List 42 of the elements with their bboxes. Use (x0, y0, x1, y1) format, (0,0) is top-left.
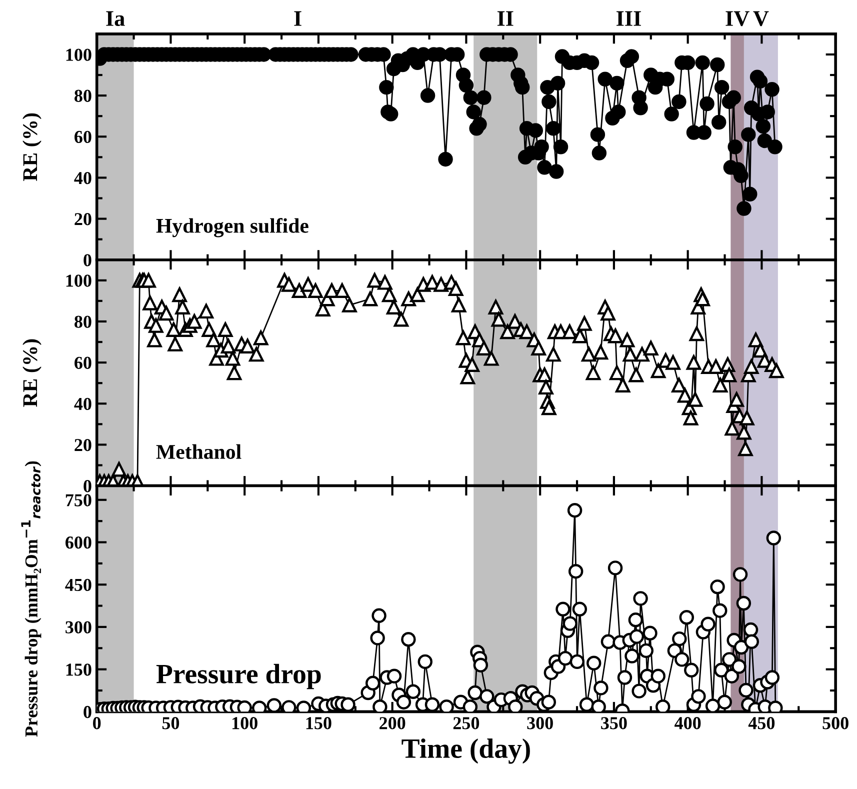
y-axis-title: RE (%) (22, 339, 42, 407)
text: I (294, 11, 302, 26)
y-tick-label: 100 (66, 48, 92, 61)
y-tick-label: 0 (84, 254, 92, 266)
x-axis-title: Time (day) (402, 738, 530, 764)
band-label: II (497, 11, 514, 26)
y-tick-label: 40 (74, 172, 92, 184)
y-tick-label: 300 (66, 621, 92, 634)
y-tick-label: 80 (74, 90, 92, 102)
y-tick-label: 600 (66, 536, 92, 549)
x-tick-label: 0 (93, 717, 101, 730)
y-tick-label: 40 (74, 398, 92, 410)
x-tick-label: 200 (380, 717, 406, 730)
band-label: IV (726, 11, 750, 26)
x-tick-label: 500 (822, 717, 848, 730)
x-tick-label: 400 (674, 717, 701, 730)
x-tick-label: 250 (453, 717, 480, 730)
y-tick-label: 150 (66, 664, 92, 676)
annotation: Pressure drop (156, 664, 321, 690)
band-label: Ia (106, 11, 125, 26)
x-tick-label: 450 (748, 717, 775, 730)
y-tick-label: 450 (65, 578, 92, 592)
x-tick-label: 100 (232, 717, 258, 730)
annotation: Hydrogen sulfide (156, 218, 308, 238)
x-tick-label: 150 (306, 717, 332, 730)
y-tick-label: 80 (74, 316, 92, 328)
y-tick-label: 100 (66, 274, 92, 287)
band-label: V (753, 11, 769, 26)
y-axis-title: RE (%) (22, 113, 42, 181)
text: III (616, 11, 641, 26)
y-tick-label: 0 (84, 706, 92, 718)
x-tick-label: 300 (527, 717, 553, 730)
x-tick-label: 50 (162, 717, 180, 730)
y-tick-label: 60 (74, 356, 92, 369)
y-tick-label: 0 (84, 480, 92, 492)
x-tick-label: 350 (601, 717, 627, 730)
y-axis-title: Pressure drop (mmH₂Om$^{−1}$$_{reactor}$) (21, 461, 42, 737)
annotation: Methanol (156, 444, 242, 459)
y-tick-label: 20 (74, 213, 92, 226)
y-tick-label: 750 (66, 494, 92, 506)
y-tick-label: 20 (74, 438, 92, 452)
y-tick-label: 60 (74, 130, 92, 144)
